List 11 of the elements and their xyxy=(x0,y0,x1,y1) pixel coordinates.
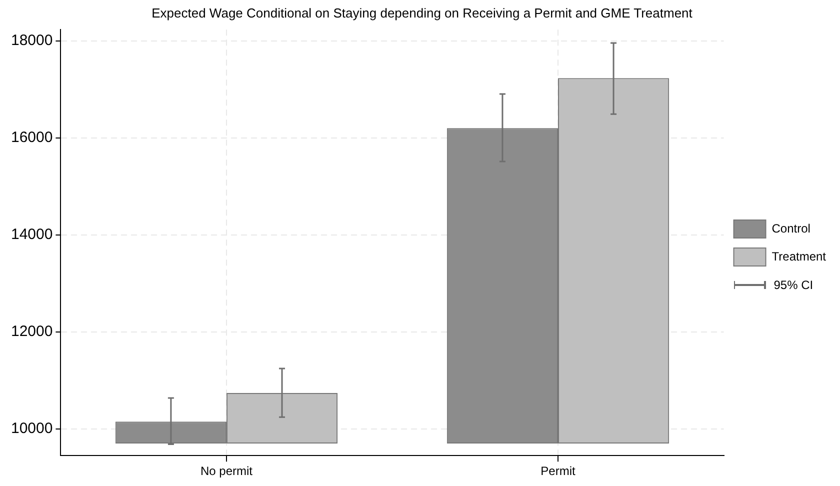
x-tick-label: No permit xyxy=(200,464,254,478)
x-tick-label: Permit xyxy=(540,464,576,478)
y-tick-label: 16000 xyxy=(10,128,53,146)
chart-title: Expected Wage Conditional on Staying depending on Receiving a Permit and GME Treatment xyxy=(152,5,693,20)
y-tick-label: 10000 xyxy=(10,420,53,438)
text: 95% CI xyxy=(774,278,814,292)
legend-label: Treatment xyxy=(772,249,827,264)
y-tick-label: 18000 xyxy=(10,32,53,49)
legend-label: Control xyxy=(772,221,810,236)
y-tick-label: 12000 xyxy=(10,323,53,340)
y-tick-label: 14000 xyxy=(10,226,53,243)
